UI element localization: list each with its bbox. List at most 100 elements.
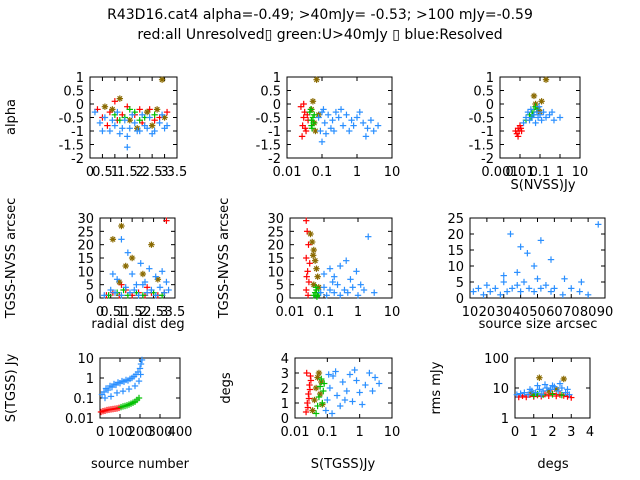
data-point-blue [370,127,377,135]
data-point-blue [543,384,551,392]
data-point-blue [331,289,338,296]
data-point-blue [337,106,345,113]
data-point-blue [113,389,121,397]
data-point-blue [542,282,550,289]
data-point-olive [118,222,125,230]
x-tick-label: 0.1 [317,425,338,440]
x-tick-label: 10 [384,165,401,180]
data-point-blue [131,286,138,294]
y-tick-label: 0.01 [65,412,94,427]
data-point-blue [513,391,521,398]
data-point-green [307,106,315,113]
data-point-green [313,293,321,300]
data-point-red [104,122,111,129]
x-tick-label: 0.001 [481,165,518,180]
data-point-olive [153,106,161,113]
data-point-blue [503,288,511,295]
data-point-blue [317,289,324,296]
data-point-blue [538,117,545,124]
y-tick-label: 2 [281,382,289,397]
data-point-red [553,392,560,400]
data-point-red [306,386,314,393]
x-tick-label: 2 [136,165,144,180]
data-point-blue [109,117,116,124]
data-point-blue [330,127,338,135]
data-point-blue [500,278,507,286]
y-tick-label: 1 [501,412,509,427]
data-point-blue [113,276,121,283]
data-point-blue [322,130,330,137]
x-tick-label: 0 [96,425,104,440]
data-point-olive [315,369,323,377]
data-point-blue [514,269,521,276]
data-point-blue [135,292,142,299]
data-point-blue [526,386,534,393]
y-tick-label: -0.5 [469,112,494,127]
y-tick-label: -1 [268,125,281,140]
data-point-blue [532,389,539,396]
data-point-red [305,278,313,286]
data-point-red [301,125,309,132]
data-point-olive [313,76,320,83]
data-point-blue [537,285,545,292]
data-point-blue [374,122,382,129]
x-tick-label: 100 [108,425,133,440]
data-point-blue [556,114,564,121]
data-point-olive [311,257,319,264]
data-point-blue [158,268,166,275]
y-tick-label: -0.5 [59,112,84,127]
data-point-blue [152,273,159,280]
x-axis-label: radial dist deg [91,317,184,332]
y-tick-label: 3 [281,367,289,382]
x-tick-label: 50 [529,305,546,320]
data-point-olive [109,106,116,113]
data-point-blue [527,106,535,113]
data-point-blue [550,117,558,124]
x-tick-label: 3.5 [167,165,188,180]
data-point-green [320,380,328,387]
data-point-olive [309,238,316,246]
data-point-red [151,117,158,124]
y-axis-label: rms mJy [429,361,444,414]
data-point-olive [148,122,156,129]
data-point-blue [547,288,555,295]
data-point-blue [522,114,530,121]
y-tick-label: 0 [281,412,289,427]
data-point-blue [349,398,356,405]
data-point-blue [111,289,119,296]
data-point-olive [309,98,317,105]
data-point-blue [124,133,131,140]
y-tick-label: 25 [447,212,464,227]
y-tick-label: 15 [267,252,284,267]
data-point-blue [326,265,334,272]
data-point-blue [131,382,139,390]
data-point-blue [568,285,575,292]
data-point-red [163,217,170,224]
data-point-blue [540,108,547,116]
data-point-blue [126,289,134,296]
data-point-blue [163,122,171,129]
data-point-olive [116,95,124,102]
data-point-blue [349,284,356,291]
y-tick-label: 0 [456,292,464,307]
y-tick-label: -2 [71,152,84,167]
y-tick-label: 1 [281,397,289,412]
x-tick-label: 1 [556,165,564,180]
x-axis-label: source number [91,457,190,472]
y-tick-label: -1 [481,125,494,140]
data-point-blue [321,119,328,127]
x-tick-label: 400 [168,425,193,440]
data-point-blue [137,360,145,368]
data-point-blue [143,125,151,132]
data-point-blue [134,127,141,135]
x-tick-label: 0 [96,305,104,320]
y-tick-label: -0.5 [256,112,281,127]
data-point-blue [324,111,332,118]
x-tick-label: 4 [586,425,594,440]
data-point-red [304,404,312,411]
x-tick-label: 0.5 [100,305,121,320]
